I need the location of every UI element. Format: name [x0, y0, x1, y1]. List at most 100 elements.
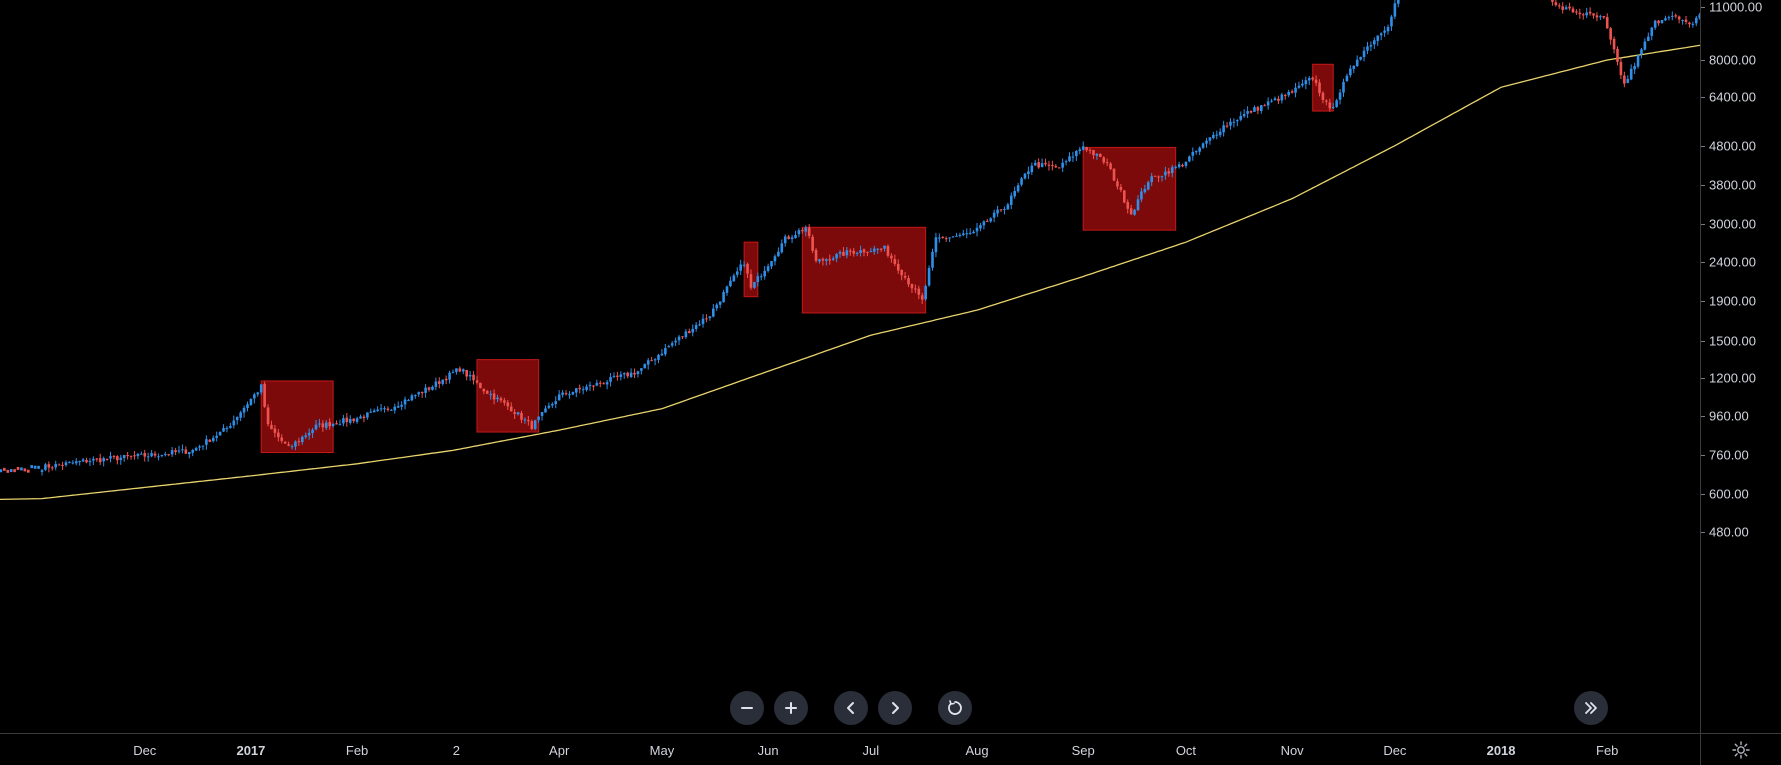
candle-body — [1362, 50, 1366, 58]
candle — [756, 272, 760, 287]
candle-body — [914, 288, 917, 290]
candle-body — [359, 416, 362, 419]
highlight-zone[interactable] — [476, 359, 540, 433]
candle — [1667, 15, 1671, 21]
candle — [116, 455, 119, 465]
candle — [1198, 146, 1201, 156]
candle — [164, 451, 167, 457]
price-chart[interactable] — [0, 0, 1722, 733]
candle — [968, 228, 972, 235]
candle — [944, 236, 948, 242]
candle-body — [1270, 100, 1273, 102]
candle-body — [1653, 20, 1657, 28]
candle — [400, 401, 403, 411]
candle — [266, 404, 270, 427]
candle-body — [516, 412, 520, 415]
candle-body — [612, 375, 616, 377]
candle-body — [629, 372, 633, 377]
candle-body — [1009, 195, 1013, 205]
candle — [598, 380, 602, 388]
candle-body — [674, 340, 677, 343]
candle — [1208, 137, 1212, 145]
candle-body — [1688, 22, 1691, 25]
settings-button[interactable] — [1731, 740, 1751, 765]
candle — [992, 209, 996, 223]
candle-body — [564, 393, 568, 395]
candle — [1013, 186, 1016, 199]
candle-body — [910, 284, 914, 289]
candle — [657, 353, 660, 364]
candle-body — [119, 457, 123, 460]
candle — [122, 454, 126, 462]
candle — [1232, 118, 1236, 128]
candle-body — [705, 318, 708, 320]
candle — [331, 423, 335, 428]
price-axis[interactable]: 24000.0018000.0014000.0011000.008000.006… — [1700, 0, 1781, 733]
candle-body — [1225, 125, 1229, 127]
candle — [307, 428, 311, 440]
scroll-right-button[interactable] — [878, 691, 912, 725]
candle — [1123, 189, 1126, 204]
candle — [1647, 32, 1650, 42]
zoom-out-button[interactable] — [730, 691, 764, 725]
highlight-zone[interactable] — [1312, 63, 1334, 112]
candle-body — [424, 387, 427, 393]
candle-body — [691, 328, 695, 333]
candle — [431, 385, 434, 391]
candle — [1338, 89, 1342, 105]
candle — [807, 224, 811, 239]
candle-body — [1023, 173, 1027, 179]
candle — [770, 260, 773, 269]
candle-body — [345, 417, 349, 423]
candle-body — [301, 436, 304, 443]
candle — [725, 285, 729, 296]
candle-body — [1092, 150, 1095, 156]
price-tick-mark — [1701, 415, 1705, 417]
candle — [249, 398, 253, 406]
highlight-zone[interactable] — [260, 380, 334, 454]
candle — [1325, 99, 1328, 106]
candle-body — [855, 252, 859, 254]
candle-body — [1232, 121, 1236, 123]
candle-body — [544, 408, 547, 413]
candle — [1691, 21, 1695, 28]
price-tick-label: 3000.00 — [1709, 216, 1756, 232]
reset-chart-button[interactable] — [938, 691, 972, 725]
highlight-zone[interactable] — [1082, 146, 1177, 231]
candle-body — [74, 461, 78, 464]
zoom-in-button[interactable] — [774, 691, 808, 725]
candle-body — [98, 458, 102, 463]
candle — [691, 324, 695, 337]
candle — [146, 452, 150, 462]
candle-body — [575, 388, 578, 393]
candle — [862, 248, 866, 257]
candle — [1167, 167, 1171, 177]
time-axis[interactable]: Dec 2017 Feb 2 Apr May Jun Jul Aug Sep Oct Nov Dec 20… — [0, 733, 1700, 765]
candle — [753, 281, 756, 289]
price-tick-label: 2400.00 — [1709, 254, 1756, 270]
candle-body — [348, 418, 352, 423]
candle-body — [862, 249, 866, 253]
candle-body — [164, 453, 167, 455]
candle-body — [1325, 100, 1328, 102]
go-to-realtime-button[interactable] — [1574, 691, 1608, 725]
candle-body — [602, 383, 605, 385]
candle-body — [20, 467, 23, 471]
candle-body — [1013, 191, 1016, 197]
candle-body — [790, 237, 794, 240]
candle — [345, 413, 349, 427]
candle-body — [112, 456, 116, 458]
candle-body — [485, 391, 489, 394]
time-tick-label: 2017 — [236, 743, 266, 758]
time-tick-label: Dec — [133, 743, 157, 758]
candle-body — [352, 418, 355, 422]
candle-body — [218, 431, 222, 436]
chart-plot-area[interactable] — [0, 0, 1722, 733]
candle — [321, 420, 325, 432]
candle — [1088, 148, 1092, 154]
candle — [530, 419, 534, 431]
highlight-zone[interactable] — [801, 226, 927, 314]
scroll-left-button[interactable] — [834, 691, 868, 725]
candle-body — [174, 450, 177, 452]
candle-body — [482, 388, 486, 392]
